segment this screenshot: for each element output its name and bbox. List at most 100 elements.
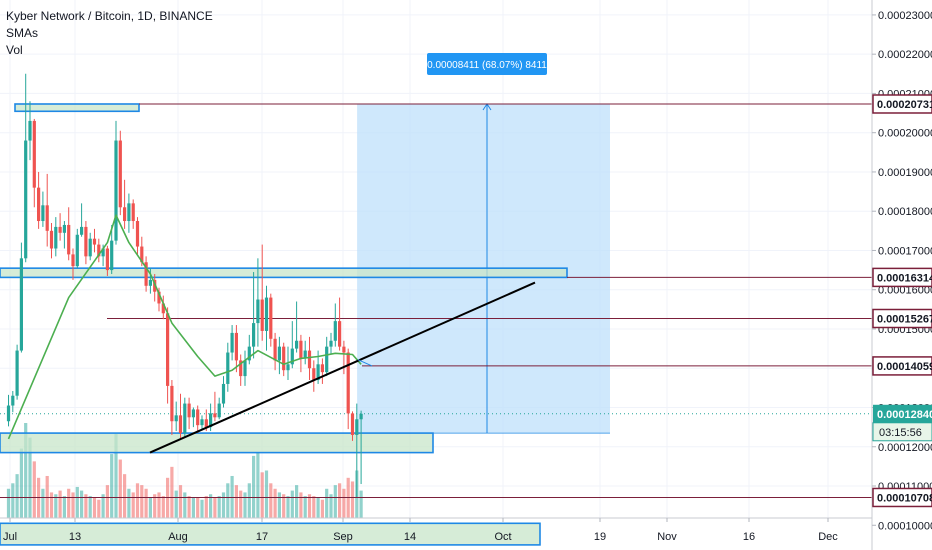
trendline[interactable] [149,281,536,454]
candle-body [37,187,41,222]
level-price-label: 0.00010708 [877,492,932,504]
time-tick-label: 13 [69,531,81,543]
candle-body [140,246,144,263]
volume-bar [71,492,75,518]
candle-body [191,409,195,418]
volume-bar [221,492,226,518]
volume-bar [153,494,157,518]
chart-legend: Kyber Network / Bitcoin, 1D, BINANCE SMA… [6,8,213,59]
candle-body [221,383,226,404]
volume-bar [28,437,32,518]
candle-body [277,346,281,361]
volume-bar [49,492,54,518]
volume-bar [75,486,79,518]
measure-label-box[interactable] [427,53,547,75]
candle-body [92,238,97,245]
volume-bar [135,483,140,518]
candle-body [144,262,148,286]
volume-bar [110,454,114,518]
candle-body [118,140,122,208]
candle-body [226,352,230,384]
candle-body [127,203,131,222]
candle-body [217,403,221,418]
level-price-tag[interactable] [872,308,932,329]
volume-bar [286,496,290,518]
volume-bar [32,461,36,518]
time-tick-label: Aug [168,531,188,543]
candle-body [32,120,36,188]
candle-body [114,140,118,241]
time-tick-label: Jul [3,531,17,543]
volume-bar [338,483,342,518]
candle-body [41,205,45,222]
volume-bar [58,490,62,518]
candle-body [28,120,32,141]
price-tick-label: 0.00022000 [878,49,932,61]
candle-body [260,299,264,331]
candle-body [110,240,114,271]
volume-bar [303,496,307,518]
volume-bar [84,494,88,518]
volume-bar [157,492,161,518]
volume-bar [243,492,247,518]
price-tick-label: 0.00023000 [878,10,932,22]
volume-bar [67,488,71,518]
current-price-tag[interactable] [873,404,932,423]
candle-body [307,350,312,369]
time-tick-label: Nov [657,531,677,543]
candle-body [105,248,109,271]
candle-body [359,413,363,420]
volume-bar [316,497,320,518]
candle-body [299,340,303,359]
candle-body [256,299,260,324]
level-price-tag[interactable] [872,487,932,508]
candle-body [170,385,174,422]
volume-bar [295,485,299,518]
candle-body [312,368,316,381]
candle-body [75,234,79,267]
time-tick-label: Sep [333,531,353,543]
volume-bar [174,490,178,518]
sma-indicator-label[interactable]: SMAs [6,26,39,40]
support-resistance-zone[interactable] [0,267,568,279]
volume-bar [209,494,213,518]
candle-body [243,360,247,377]
candle-body [67,224,71,255]
candle-body [135,221,140,247]
volume-bar [6,488,11,518]
volume-bar [277,492,281,518]
candle-body [196,409,200,426]
candle-body [355,419,359,435]
candle-body [204,419,208,428]
countdown-label: 03:15:56 [879,427,922,439]
symbol-title[interactable]: Kyber Network / Bitcoin, 1D, BINANCE [6,9,213,23]
level-price-tag[interactable] [872,356,932,376]
time-tick-label: Oct [494,531,511,543]
measure-label[interactable]: 0.00008411 (68.07%) 8411 [427,60,547,71]
level-price-tag[interactable] [872,267,932,288]
volume-bar [123,474,127,518]
volume-bar [359,490,363,518]
volume-indicator-label[interactable]: Vol [6,43,23,57]
support-resistance-zone[interactable] [14,103,140,113]
volume-bar [260,472,264,518]
candle-body [264,297,269,331]
candle-body [209,413,213,428]
candle-body [329,340,333,347]
sma-line[interactable] [7,214,362,440]
volume-bar [41,488,45,518]
candle-body [338,321,342,347]
level-price-label: 0.00015267 [877,313,932,325]
support-resistance-zone[interactable] [0,522,541,546]
level-price-label: 0.00016314 [877,272,932,284]
volume-bar [62,496,66,518]
volume-bar [161,496,165,518]
volume-bar [24,423,28,518]
price-tick-label: 0.00019000 [878,167,932,179]
level-price-tag[interactable] [872,94,932,114]
volume-bar [187,496,191,518]
support-resistance-zone[interactable] [0,432,434,454]
candle-body [273,338,277,361]
price-tick-label: 0.00020000 [878,128,932,140]
